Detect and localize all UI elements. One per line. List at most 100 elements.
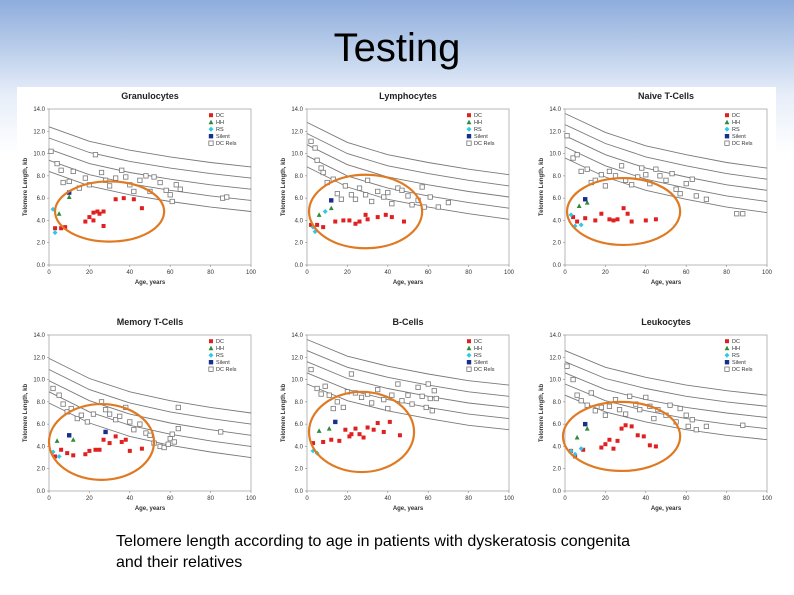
x-axis-label: Age, years: [393, 280, 424, 286]
point-dc-rels: [734, 211, 740, 217]
legend-marker: [466, 119, 472, 125]
point-dc: [623, 423, 628, 428]
y-tick-label: 6.0: [37, 196, 46, 202]
point-dc-rels: [592, 408, 598, 414]
point-dc-rels: [689, 176, 695, 182]
point-dc: [615, 438, 620, 443]
legend-label: HH: [216, 120, 224, 126]
point-dc-rels: [574, 152, 580, 158]
y-axis-label: Telomere Length, kb: [23, 158, 29, 217]
chart-panel-4: Memory T-Cells 0.0 2.0 4.0 6.0 8.0 10.0 12.0 14.…: [23, 317, 257, 512]
legend-marker: [466, 366, 472, 372]
point-dc-rels: [385, 189, 391, 196]
point-dc-rels: [330, 405, 336, 412]
y-tick-label: 4.0: [295, 218, 304, 224]
point-dc-rels: [740, 211, 746, 217]
point-dc-rels: [348, 192, 355, 198]
point-silent: [67, 433, 72, 438]
y-tick-label: 0.0: [295, 263, 304, 269]
legend-marker: [208, 360, 214, 365]
point-dc-rels: [312, 145, 318, 151]
point-dc-rels: [389, 392, 395, 398]
legend-label: HH: [216, 346, 224, 352]
x-tick-label: 60: [167, 496, 174, 502]
slide-title: Testing: [333, 26, 461, 70]
legend-marker: [724, 126, 730, 132]
point-dc-rels: [362, 192, 369, 198]
point-dc-rels: [365, 177, 371, 183]
legend-label: RS: [732, 127, 740, 133]
point-rs: [578, 446, 584, 452]
point-dc-rels: [375, 188, 381, 195]
point-dc-rels: [669, 171, 675, 177]
point-dc-rels: [639, 165, 645, 171]
point-dc-rels: [405, 392, 411, 398]
y-tick-label: 14.0: [549, 333, 561, 339]
highlight-ellipse: [307, 390, 416, 474]
point-dc-rels: [570, 155, 576, 161]
point-dc-rels: [165, 441, 171, 447]
point-dc: [603, 442, 608, 447]
y-tick-label: 6.0: [295, 422, 304, 428]
y-tick-label: 6.0: [553, 422, 562, 428]
point-dc-rels: [623, 411, 629, 417]
legend-marker: [208, 134, 214, 139]
point-dc-rels: [433, 395, 439, 402]
legend-label: Silent: [474, 360, 488, 366]
point-dc: [101, 209, 106, 214]
y-axis-label: Telomere Length, kb: [281, 384, 287, 443]
point-dc: [121, 196, 126, 201]
x-axis-label: Age, years: [651, 506, 682, 512]
y-tick-label: 4.0: [553, 444, 562, 450]
point-dc: [119, 439, 124, 444]
y-tick-label: 10.0: [549, 378, 561, 384]
legend-marker: [725, 113, 729, 118]
point-rs: [568, 448, 574, 454]
percentile-curve-90th: [564, 361, 768, 407]
y-tick-label: 6.0: [37, 422, 46, 428]
point-dc-rels: [381, 397, 387, 403]
legend-marker: [209, 113, 213, 118]
point-dc-rels: [618, 163, 625, 169]
y-tick-label: 6.0: [553, 196, 562, 202]
highlight-ellipse: [565, 176, 682, 247]
legend-marker: [724, 119, 730, 125]
x-tick-label: 0: [305, 496, 309, 502]
percentile-curve-90th: [48, 137, 252, 179]
point-hh: [54, 438, 60, 443]
point-dc: [599, 211, 604, 216]
chart-title: Naive T-Cells: [638, 91, 694, 101]
point-dc-rels: [369, 198, 375, 205]
y-tick-label: 8.0: [295, 174, 304, 180]
x-tick-label: 60: [425, 496, 432, 502]
legend-marker: [208, 140, 214, 146]
point-rs: [568, 212, 574, 218]
point-dc-rels: [588, 390, 594, 396]
point-dc-rels: [693, 193, 699, 199]
point-dc-rels: [419, 393, 425, 399]
point-dc-rels: [224, 194, 230, 200]
y-tick-label: 8.0: [553, 400, 562, 406]
point-dc: [343, 427, 348, 432]
legend-label: DC: [474, 113, 482, 119]
legend-marker: [725, 339, 729, 344]
chart-title: B-Cells: [392, 317, 423, 327]
point-dc: [365, 217, 370, 222]
point-dc-rels: [663, 177, 669, 183]
point-dc-rels: [131, 427, 137, 433]
point-dc-rels: [348, 371, 355, 377]
point-dc: [581, 447, 586, 452]
point-dc-rels: [683, 181, 689, 187]
x-tick-label: 100: [246, 270, 257, 276]
point-dc: [59, 447, 64, 452]
point-dc: [363, 212, 368, 217]
point-dc-rels: [314, 157, 320, 163]
point-dc: [619, 426, 624, 431]
point-dc-rels: [677, 191, 683, 197]
y-tick-label: 0.0: [37, 489, 46, 495]
point-rs: [572, 451, 578, 457]
x-tick-label: 80: [465, 496, 472, 502]
point-dc: [337, 438, 342, 443]
point-dc: [353, 221, 358, 226]
point-dc-rels: [117, 413, 123, 419]
